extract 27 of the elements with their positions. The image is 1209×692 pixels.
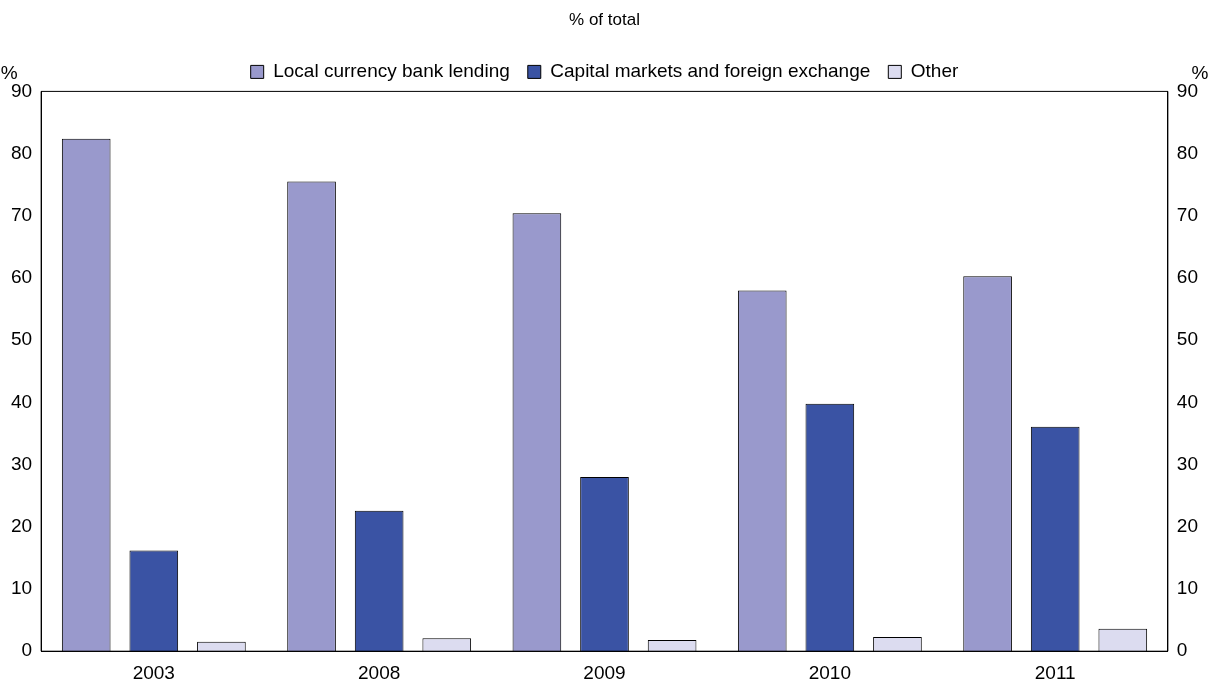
legend-label: Local currency bank lending	[273, 60, 510, 82]
y2-tick-label: 50	[1176, 328, 1199, 350]
y-tick-label: 80	[10, 141, 33, 163]
x-tick-label: 2011	[1034, 661, 1076, 683]
y-tick-label: 20	[10, 515, 33, 537]
y-tick-label: 70	[10, 204, 33, 226]
x-tick-label: 2003	[132, 661, 175, 683]
x-tick-label: 2008	[358, 661, 401, 683]
y2-tick-label: 60	[1176, 266, 1199, 288]
legend-label: Other	[910, 60, 959, 82]
y-tick-label: 40	[10, 390, 33, 412]
y-tick-label: 60	[10, 266, 33, 288]
y2-tick-label: 20	[1176, 515, 1199, 537]
y-tick-label: 50	[10, 328, 33, 350]
legend-label: Capital markets and foreign exchange	[550, 60, 871, 82]
y-tick-label: 30	[10, 452, 33, 474]
y2-tick-label: 0	[1176, 639, 1188, 661]
y2-tick-label: 40	[1176, 390, 1199, 412]
y2-tick-label: 30	[1176, 452, 1199, 474]
y2-tick-label: 10	[1176, 577, 1199, 599]
x-tick-label: 2009	[583, 661, 626, 683]
y-tick-label: 10	[10, 577, 33, 599]
y2-tick-label: 70	[1176, 204, 1199, 226]
x-tick-label: 2010	[808, 661, 851, 683]
y2-tick-label: 80	[1176, 141, 1199, 163]
y-tick-label: 0	[21, 639, 33, 661]
chart-title: % of total	[569, 9, 640, 29]
